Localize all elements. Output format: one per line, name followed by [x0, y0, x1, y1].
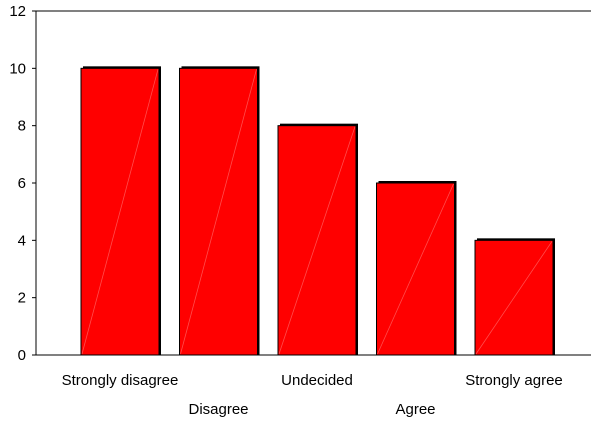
axes	[32, 10, 591, 356]
bar-group	[80, 66, 161, 356]
x-tick-label: Disagree	[188, 401, 248, 418]
bar-highlight	[377, 183, 454, 355]
y-tick-label: 2	[18, 290, 26, 307]
bar-highlight	[180, 69, 257, 355]
y-tick-label: 10	[9, 60, 26, 77]
bars	[80, 66, 555, 356]
bar-highlight	[278, 126, 356, 355]
y-tick-label: 0	[18, 347, 26, 364]
bar-group	[277, 123, 358, 356]
x-tick-label: Agree	[395, 401, 435, 418]
bar-highlight	[475, 241, 553, 355]
y-tick-label: 8	[18, 118, 26, 135]
y-axis-ticks: 0 2 4 6 8 10 12	[9, 3, 36, 364]
y-tick-label: 4	[18, 232, 26, 249]
bar-group	[474, 238, 555, 356]
x-tick-label: Strongly agree	[465, 372, 563, 389]
y-tick-label: 6	[18, 175, 26, 192]
x-tick-label: Strongly disagree	[62, 372, 179, 389]
x-axis-labels: Strongly disagree Disagree Undecided Agree S…	[62, 372, 563, 418]
y-tick-label: 12	[9, 3, 26, 20]
bar-highlight	[81, 69, 159, 355]
bar-group	[376, 181, 457, 356]
bar-group	[179, 66, 260, 356]
x-tick-label: Undecided	[281, 372, 353, 389]
